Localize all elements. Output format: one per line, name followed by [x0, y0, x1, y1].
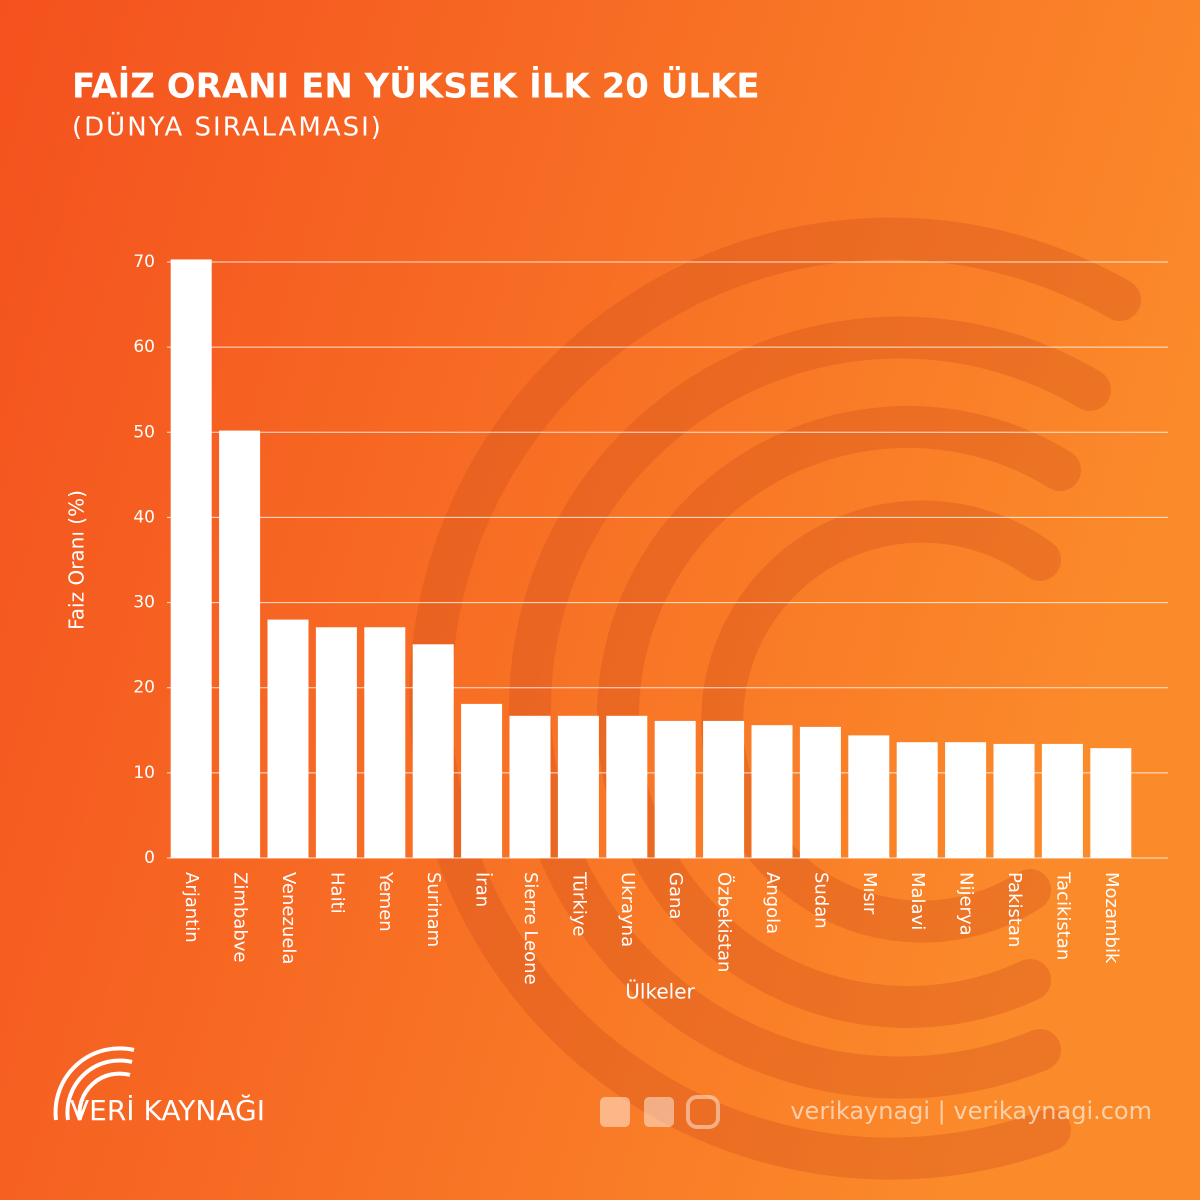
- bar: [267, 619, 309, 858]
- y-axis-title: Faiz Oranı (%): [65, 490, 89, 630]
- social-icons: [600, 1095, 720, 1129]
- bar: [170, 259, 212, 859]
- x-tick-label: Zimbabve: [230, 872, 251, 962]
- y-tick-label: 50: [133, 422, 155, 442]
- bar: [412, 644, 454, 858]
- bar: [461, 703, 503, 858]
- y-tick-label: 30: [133, 593, 155, 613]
- x-tick-label: İran: [472, 872, 493, 907]
- bar: [799, 726, 841, 858]
- x-tick-label: Arjantin: [181, 872, 202, 943]
- x-tick-label: Yemen: [375, 871, 396, 932]
- x-tick-label: Haiti: [326, 872, 347, 914]
- brand: VERİ KAYNAĞI: [70, 1093, 265, 1127]
- x-tick-label: Türkiye: [568, 871, 589, 937]
- x-tick-label: Mısır: [859, 872, 880, 915]
- x-tick-label: Sudan: [810, 872, 831, 929]
- x-tick-label: Malavi: [907, 872, 928, 930]
- y-tick-label: 60: [133, 337, 155, 357]
- x-tick-label: Gana: [665, 872, 686, 919]
- y-tick-label: 70: [133, 252, 155, 272]
- y-tick-label: 20: [133, 678, 155, 698]
- bar: [751, 725, 793, 858]
- bar: [557, 715, 599, 858]
- x-tick-label: Angola: [762, 872, 783, 934]
- chart-title: FAİZ ORANI EN YÜKSEK İLK 20 ÜLKE: [72, 66, 760, 107]
- bar: [945, 742, 987, 858]
- x-tick-label: Mozambik: [1101, 872, 1122, 964]
- bar: [364, 627, 406, 858]
- bar: [1090, 748, 1132, 858]
- x-tick-label: Özbekistan: [714, 872, 736, 972]
- bar: [848, 735, 890, 858]
- bar: [654, 720, 696, 858]
- social: verikaynagi | verikaynagi.com: [790, 1097, 1152, 1125]
- bar: [606, 715, 648, 858]
- x-tick-label: Surinam: [423, 872, 444, 947]
- x-tick-label: Nijerya: [956, 872, 977, 936]
- bar: [315, 627, 357, 858]
- x-tick-label: Tacikistan: [1052, 871, 1073, 960]
- bar: [219, 430, 261, 858]
- x-tick-label: Pakistan: [1004, 872, 1025, 947]
- bar: [993, 743, 1035, 858]
- x-tick-label: Sierre Leone: [520, 872, 541, 985]
- x-axis-title: Ülkeler: [625, 980, 695, 1004]
- chart-subtitle: (DÜNYA SIRALAMASI): [72, 111, 383, 143]
- y-tick-label: 0: [144, 848, 155, 868]
- bar: [509, 715, 551, 858]
- logo: [53, 1046, 135, 1121]
- bar: [896, 742, 938, 858]
- x-tick-label: Ukrayna: [617, 872, 638, 947]
- y-tick-label: 40: [133, 507, 155, 527]
- y-tick-label: 10: [133, 763, 155, 783]
- bar: [703, 720, 745, 858]
- x-tick-label: Venezuela: [278, 872, 299, 964]
- bar: [1041, 743, 1083, 858]
